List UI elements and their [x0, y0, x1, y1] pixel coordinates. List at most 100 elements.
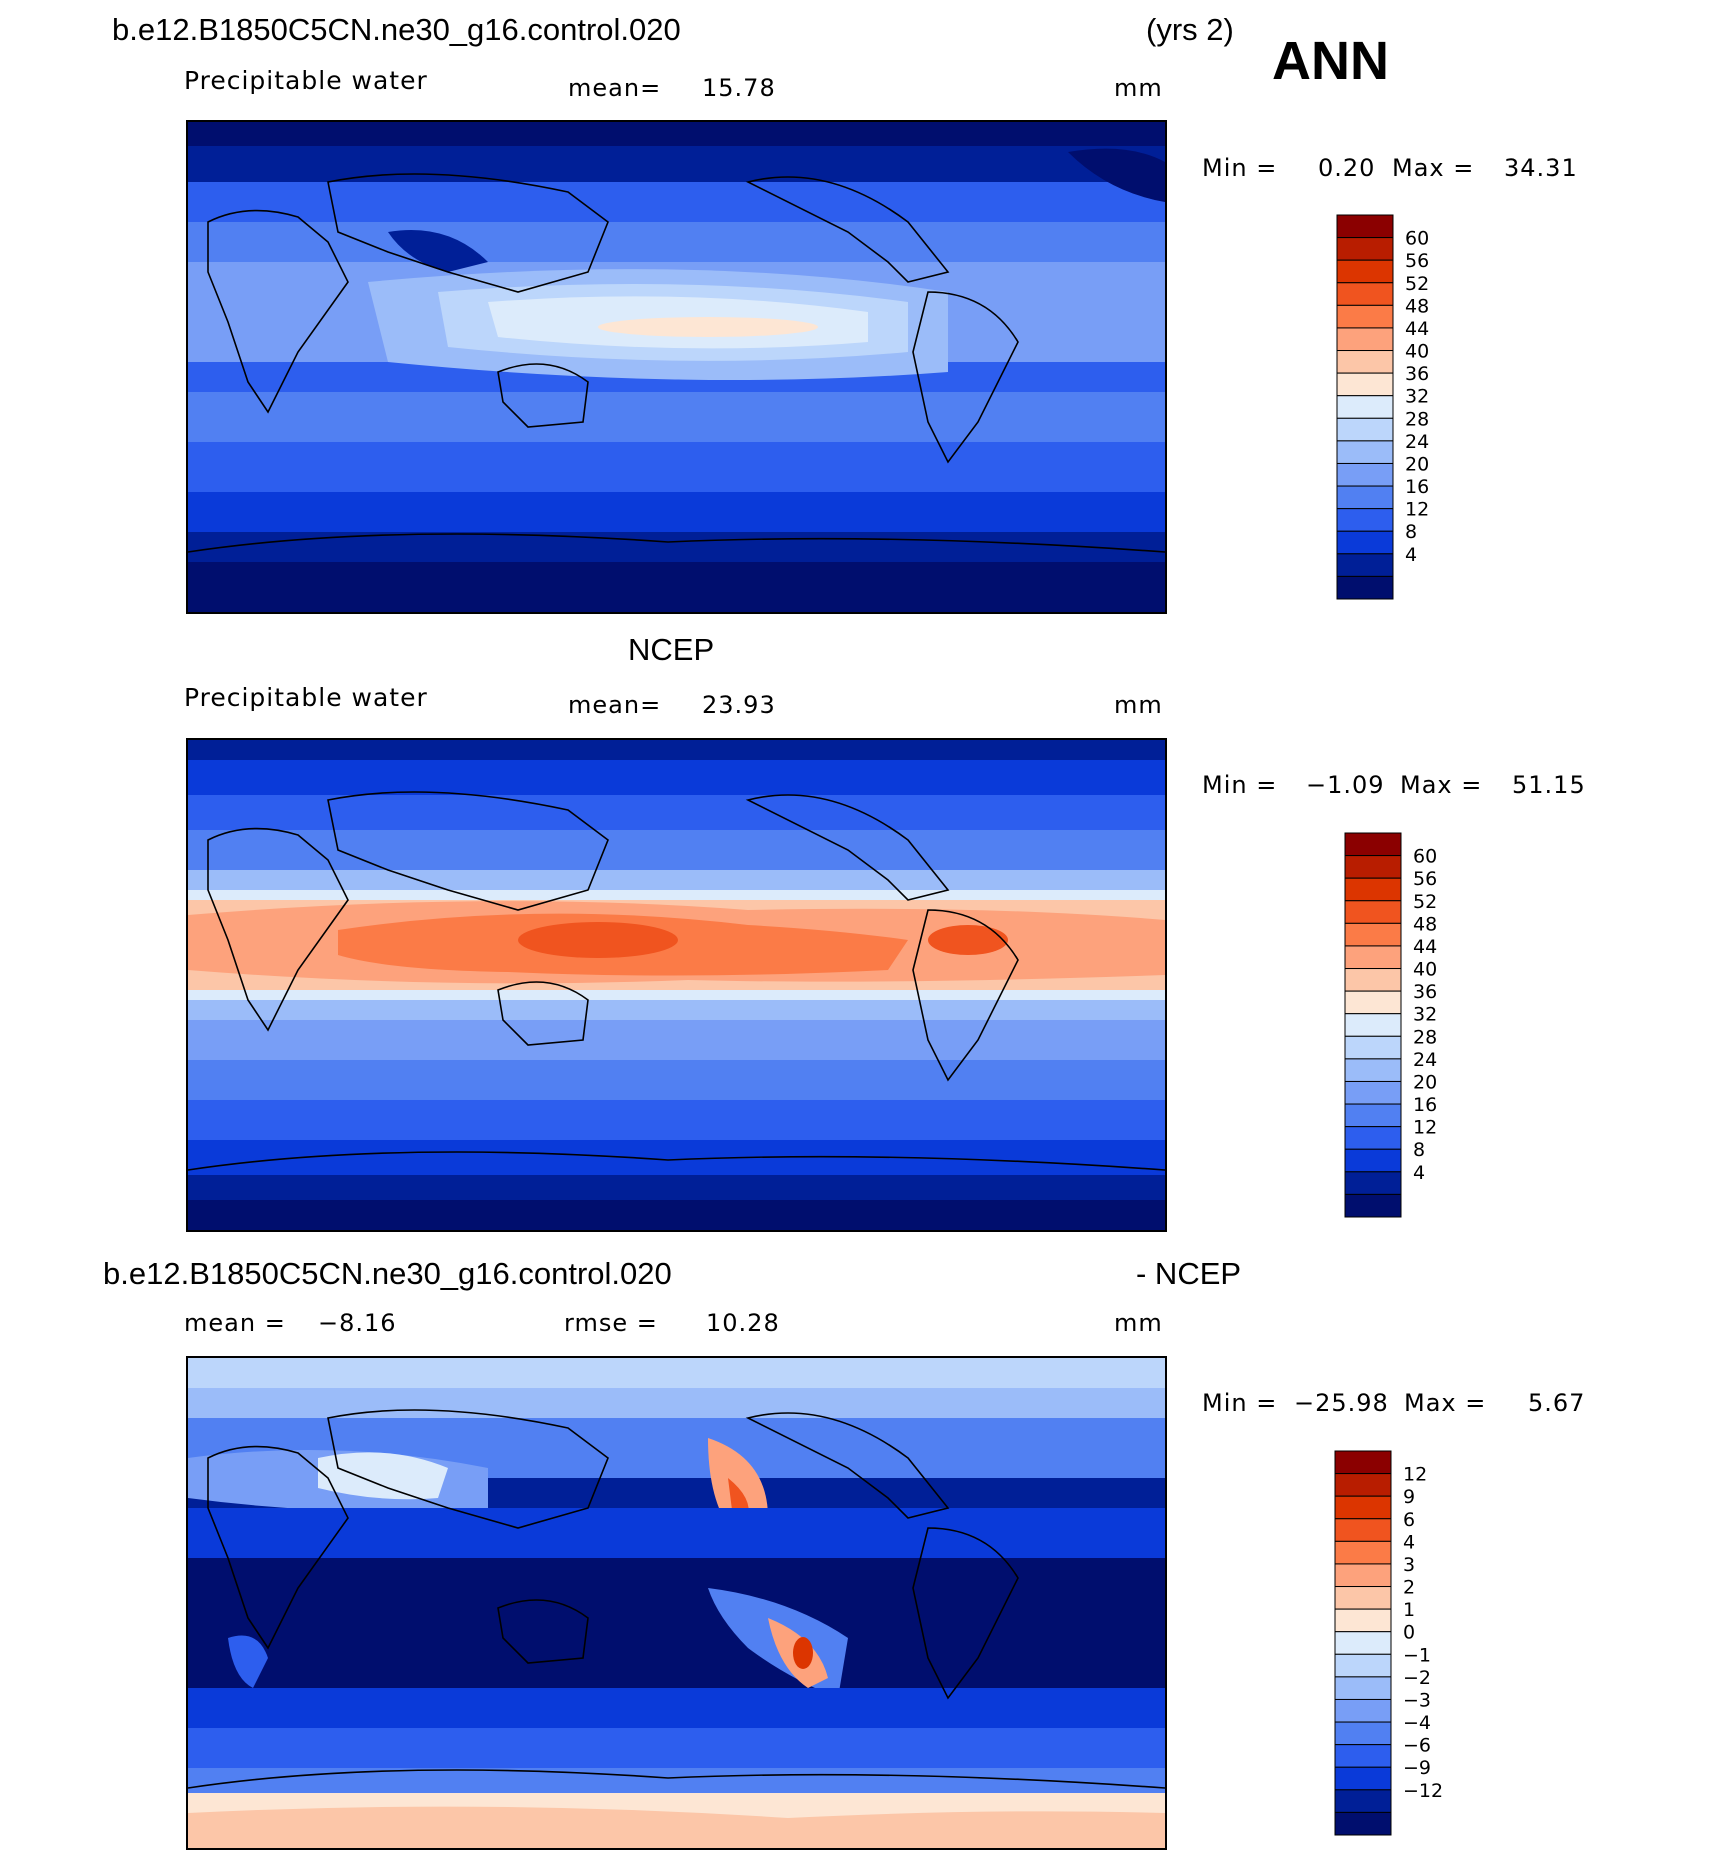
colorbar-swatch: [1334, 1789, 1392, 1813]
panel2-map: [186, 738, 1167, 1232]
panel3-min-label: Min =: [1202, 1389, 1278, 1417]
panel1-max-label: Max =: [1392, 154, 1475, 182]
colorbar-label: 52: [1405, 273, 1429, 295]
panel3-rmse-value: 10.28: [706, 1309, 780, 1337]
panel2-max-label: Max =: [1400, 771, 1483, 799]
colorbar-swatch: [1336, 508, 1394, 532]
panel1-case-title: b.e12.B1850C5CN.ne30_g16.control.020: [112, 12, 681, 47]
colorbar-swatch: [1336, 485, 1394, 510]
colorbar-label: 20: [1405, 453, 1429, 475]
colorbar-swatch: [1336, 259, 1394, 284]
colorbar-label: 8: [1413, 1139, 1425, 1161]
colorbar-label: 32: [1413, 1004, 1437, 1026]
colorbar-label: 16: [1405, 476, 1429, 498]
colorbar-label: 2: [1403, 1577, 1415, 1599]
colorbar-swatch: [1336, 417, 1394, 442]
panel2-mean-label: mean=: [568, 691, 662, 719]
colorbar-label: 28: [1405, 408, 1429, 430]
colorbar-swatch: [1344, 900, 1402, 924]
colorbar-swatch: [1336, 530, 1394, 555]
panel3-colorbar: 12 9 6 4 3 2 1 0 −1 −2 −3 −4 −6 −9 −12: [1334, 1450, 1495, 1837]
colorbar-swatch: [1334, 1473, 1392, 1497]
panel1-max-value: 34.31: [1504, 154, 1578, 182]
panel2-units: mm: [1114, 691, 1163, 719]
colorbar-swatch: [1344, 1080, 1402, 1105]
colorbar-label: 32: [1405, 386, 1429, 408]
colorbar-swatch: [1334, 1518, 1392, 1542]
panel3-mean-value: −8.16: [318, 1309, 397, 1337]
colorbar-label: 24: [1405, 431, 1429, 453]
colorbar-swatch: [1344, 945, 1402, 970]
colorbar-swatch: [1334, 1811, 1392, 1836]
colorbar-swatch: [1334, 1744, 1392, 1768]
colorbar-label: 16: [1413, 1094, 1437, 1116]
colorbar-swatch: [1344, 1058, 1402, 1082]
colorbar-label: 56: [1413, 868, 1437, 890]
panel1-colorbar: 60 56 52 48 44 40 36 32 28 24 20 16 12 8 4: [1336, 214, 1497, 601]
colorbar-label: 40: [1413, 959, 1437, 981]
colorbar-label: 12: [1413, 1117, 1437, 1139]
colorbar-swatch: [1344, 922, 1402, 947]
colorbar-label: 60: [1413, 846, 1437, 868]
colorbar-label: −9: [1403, 1757, 1431, 1779]
panel3-max-label: Max =: [1404, 1389, 1487, 1417]
colorbar-swatch: [1344, 1126, 1402, 1150]
colorbar-label: 20: [1413, 1071, 1437, 1093]
colorbar-label: 8: [1405, 521, 1417, 543]
colorbar-label: 48: [1405, 295, 1429, 317]
panel3-units: mm: [1114, 1309, 1163, 1337]
colorbar-label: 6: [1403, 1509, 1415, 1531]
colorbar-swatch: [1336, 214, 1394, 239]
colorbar-label: 12: [1403, 1464, 1427, 1486]
panel3-mean-label: mean =: [184, 1309, 286, 1337]
colorbar-label: −3: [1403, 1689, 1431, 1711]
colorbar-label: 3: [1403, 1554, 1415, 1576]
colorbar-swatch: [1334, 1631, 1392, 1655]
panel3-field: [188, 1358, 1165, 1848]
colorbar-swatch: [1334, 1698, 1392, 1723]
colorbar-label: 52: [1413, 891, 1437, 913]
colorbar-label: 12: [1405, 499, 1429, 521]
colorbar-label: 44: [1405, 318, 1429, 340]
colorbar-swatch: [1336, 440, 1394, 464]
colorbar-swatch: [1344, 877, 1402, 902]
colorbar-swatch: [1344, 1171, 1402, 1195]
colorbar-swatch: [1336, 282, 1394, 306]
panel2-mean-value: 23.93: [702, 691, 776, 719]
panel3-rmse-label: rmse =: [564, 1309, 658, 1337]
colorbar-label: −12: [1403, 1780, 1443, 1802]
colorbar-swatch: [1344, 855, 1402, 879]
panel1-min-value: 0.20: [1318, 154, 1376, 182]
colorbar-swatch: [1344, 1193, 1402, 1218]
colorbar-label: −1: [1403, 1644, 1431, 1666]
colorbar-label: 44: [1413, 936, 1437, 958]
colorbar-swatch: [1334, 1721, 1392, 1746]
panel2-min-value: −1.09: [1306, 771, 1385, 799]
colorbar-swatch: [1336, 575, 1394, 600]
colorbar-label: 36: [1413, 981, 1437, 1003]
colorbar-label: −6: [1403, 1735, 1431, 1757]
colorbar-label: 0: [1403, 1622, 1415, 1644]
colorbar-label: 60: [1405, 228, 1429, 250]
colorbar-swatch: [1334, 1653, 1392, 1678]
panel1-min-label: Min =: [1202, 154, 1278, 182]
panel1-mean-label: mean=: [568, 74, 662, 102]
colorbar-swatch: [1334, 1495, 1392, 1520]
colorbar-swatch: [1344, 832, 1402, 857]
colorbar-swatch: [1344, 1035, 1402, 1060]
panel1-field: [188, 122, 1165, 612]
colorbar-swatch: [1336, 304, 1394, 329]
colorbar-label: 24: [1413, 1049, 1437, 1071]
colorbar-label: 9: [1403, 1486, 1415, 1508]
panel2-max-value: 51.15: [1512, 771, 1586, 799]
colorbar-label: 4: [1403, 1531, 1415, 1553]
colorbar-swatch: [1334, 1563, 1392, 1588]
colorbar-label: 36: [1405, 363, 1429, 385]
panel2-title: NCEP: [628, 632, 715, 667]
colorbar-swatch: [1336, 327, 1394, 352]
colorbar-swatch: [1336, 237, 1394, 261]
colorbar-swatch: [1334, 1586, 1392, 1610]
